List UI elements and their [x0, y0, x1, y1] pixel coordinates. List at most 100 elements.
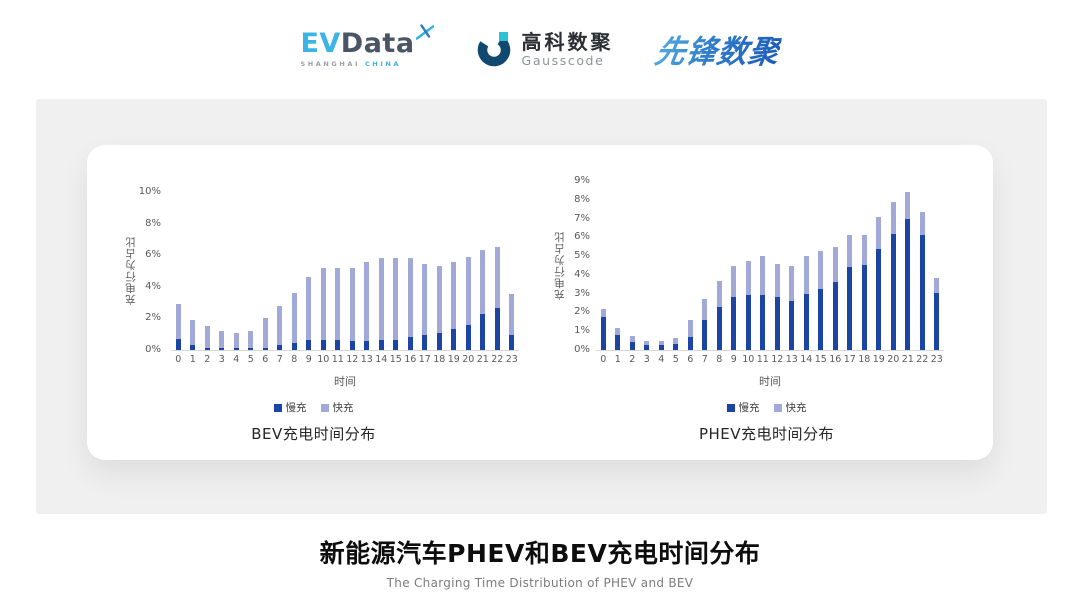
x-tick-label: 10 [317, 354, 330, 365]
y-tick-label: 2% [145, 312, 161, 324]
spark-x-icon [415, 24, 434, 40]
x-tick-label: 13 [785, 354, 798, 365]
x-tick-label: 3 [218, 354, 225, 365]
x-tick-label: 2 [629, 354, 636, 365]
bar-segment-慢充 [248, 348, 254, 350]
bar-cell [389, 192, 404, 350]
x-tick-label: 14 [375, 354, 388, 365]
y-tick-label: 2% [574, 306, 590, 318]
x-tick-label: 21 [901, 354, 914, 365]
bar-stack [687, 319, 693, 350]
x-tick-label: 19 [872, 354, 885, 365]
bar-cell [814, 181, 829, 350]
bar-segment-慢充 [760, 294, 766, 350]
bar-cell [432, 192, 447, 350]
bar-segment-慢充 [436, 333, 442, 350]
bar-segment-快充 [393, 258, 399, 340]
evdata-tagline-shanghai: SHANGHAI [300, 60, 361, 68]
x-tick-label: 23 [505, 354, 518, 365]
pioneer-logo: 先锋数聚 [652, 27, 782, 71]
bar-segment-快充 [803, 256, 809, 294]
bar-stack [422, 263, 428, 350]
x-tick-label: 12 [346, 354, 359, 365]
bar-segment-快充 [306, 277, 312, 340]
bar-segment-慢充 [349, 340, 355, 350]
x-tick-label: 16 [404, 354, 417, 365]
bar-segment-慢充 [774, 297, 780, 350]
x-tick-label: 1 [189, 354, 196, 365]
bar-segment-慢充 [378, 339, 384, 350]
bar-segment-快充 [175, 304, 181, 339]
bev-chart: 充电行为占比 0% 2% 4% 6% 8% 10% 0 1 2 3 4 5 6 7 8 9 10 11 12 13 1… [87, 145, 540, 460]
bar-segment-慢充 [320, 339, 326, 350]
bar-stack [248, 331, 254, 350]
x-tick-label: 15 [814, 354, 827, 365]
y-tick-label: 9% [574, 175, 590, 186]
bar-stack [615, 328, 621, 350]
bar-segment-慢充 [480, 313, 486, 350]
bar-stack [219, 331, 225, 350]
bar-segment-慢充 [818, 288, 824, 350]
bar-segment-快充 [687, 319, 693, 337]
bar-stack [436, 266, 442, 350]
main-subtitle: The Charging Time Distribution of PHEV a… [386, 576, 694, 590]
bar-stack [702, 299, 708, 350]
bar-cell [374, 192, 389, 350]
bar-segment-慢充 [204, 347, 210, 350]
bar-segment-快充 [702, 299, 708, 320]
bar-cell [287, 192, 302, 350]
bar-segment-快充 [320, 267, 326, 340]
bar-stack [349, 267, 355, 350]
x-tick-label: 22 [916, 354, 929, 365]
bar-stack [190, 320, 196, 350]
bar-stack [934, 277, 940, 350]
x-tick-label: 0 [600, 354, 607, 365]
bar-segment-快充 [934, 277, 940, 293]
y-tick-label: 8% [145, 217, 161, 229]
bar-segment-快充 [465, 256, 471, 325]
bar-segment-快充 [291, 293, 297, 343]
x-tick-label: 7 [276, 354, 283, 365]
bar-stack [745, 260, 751, 350]
x-tick-label: 11 [756, 354, 769, 365]
bar-segment-快充 [644, 340, 650, 346]
bar-segment-慢充 [233, 348, 239, 350]
y-tick-label: 6% [574, 231, 590, 243]
bar-stack [393, 258, 399, 350]
bar-stack [919, 212, 925, 350]
bar-stack [277, 305, 283, 350]
bar-stack [789, 265, 795, 350]
x-tick-label: 22 [491, 354, 504, 365]
bar-stack [716, 281, 722, 350]
bar-stack [673, 337, 679, 350]
bar-segment-慢充 [658, 345, 664, 350]
x-tick-label: 19 [447, 354, 460, 365]
x-tick-label: 8 [716, 354, 723, 365]
bar-segment-快充 [190, 320, 196, 346]
bar-cell [186, 192, 201, 350]
bar-cell [901, 181, 916, 350]
bar-segment-快充 [861, 235, 867, 265]
y-tick-label: 1% [574, 325, 590, 337]
bar-stack [774, 263, 780, 350]
bar-cell [727, 181, 742, 350]
x-tick-label: 7 [701, 354, 708, 365]
x-tick-label: 6 [687, 354, 694, 365]
legend-swatch-icon [773, 403, 782, 412]
bar-segment-慢充 [451, 329, 457, 350]
bar-cell [360, 192, 375, 350]
bev-plot-area [171, 192, 519, 351]
bar-segment-快充 [919, 212, 925, 235]
main-title: 新能源汽车PHEV和BEV充电时间分布 [319, 539, 761, 568]
bar-segment-快充 [204, 326, 210, 348]
bar-segment-快充 [774, 263, 780, 298]
legend-item: 慢充 [726, 400, 760, 415]
bar-segment-慢充 [494, 308, 500, 350]
bar-stack [731, 265, 737, 350]
legend-swatch-icon [273, 403, 282, 412]
bar-segment-慢充 [847, 267, 853, 350]
bar-cell [625, 181, 640, 350]
bar-segment-慢充 [905, 218, 911, 350]
evdata-data-text: Data [340, 28, 415, 59]
bev-y-axis-ticks: 0% 2% 4% 6% 8% 10% [87, 187, 161, 355]
